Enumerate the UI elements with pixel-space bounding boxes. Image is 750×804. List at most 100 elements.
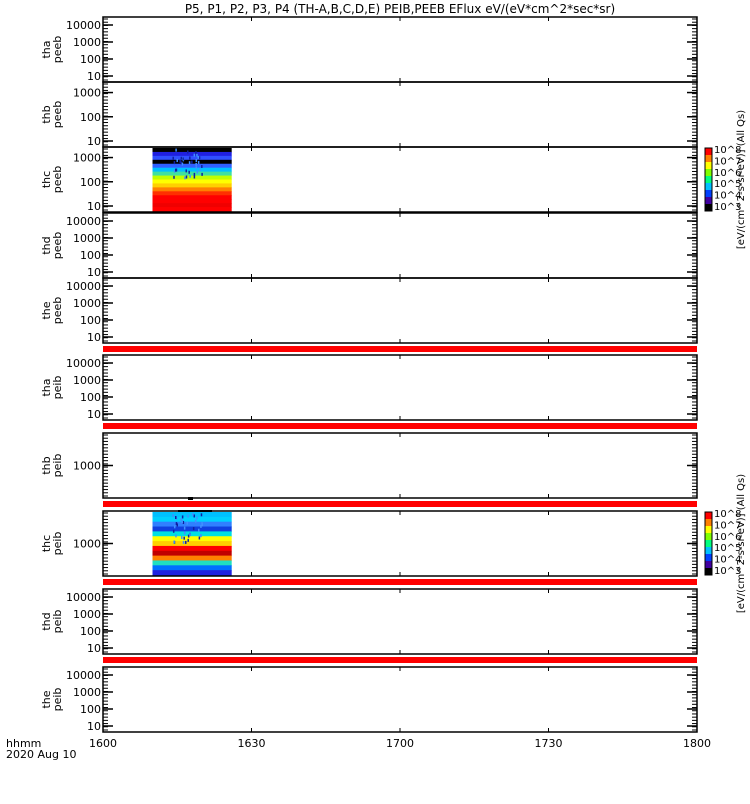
overview-plot: P5, P1, P2, P3, P4 (TH-A,B,C,D,E) PEIB,P… <box>0 0 750 800</box>
y-tick-label: 100 <box>80 391 101 404</box>
spectrogram-noise <box>194 514 196 517</box>
x-axis-label-date: 2020 Aug 10 <box>6 748 76 761</box>
colorbar-segment <box>705 148 712 156</box>
colorbar-segment <box>705 533 712 541</box>
x-tick-label: 1700 <box>386 737 414 750</box>
y-tick-label: 1000 <box>73 297 101 310</box>
spectrogram-band <box>153 541 232 546</box>
colorbar-segment <box>705 190 712 198</box>
spectrogram-noise <box>183 541 185 544</box>
colorbar-segment <box>705 512 712 520</box>
x-tick-label: 1630 <box>238 737 266 750</box>
colorbar-segment <box>705 162 712 170</box>
panel-frame <box>103 17 697 82</box>
colorbar-segment <box>705 554 712 562</box>
spectrogram-noise <box>189 533 191 536</box>
spectrogram-band <box>153 148 232 152</box>
colorbar-segment <box>705 547 712 555</box>
spectrogram-noise <box>189 175 191 178</box>
colorbar-segment <box>705 561 712 569</box>
spectrogram-band <box>153 522 232 527</box>
panel-frame <box>103 667 697 732</box>
spectrogram-noise <box>175 534 177 537</box>
spectrogram-noise <box>189 156 191 159</box>
y-tick-label: 100 <box>80 314 101 327</box>
spectrogram-noise <box>187 522 189 525</box>
y-tick-label: 10000 <box>66 357 101 370</box>
y-tick-label: 10 <box>87 200 101 213</box>
spectrogram-band <box>153 527 232 532</box>
spectrogram-band <box>153 176 232 180</box>
y-tick-label: 10000 <box>66 280 101 293</box>
panel-frame <box>103 433 697 498</box>
spectrogram-noise <box>176 159 178 162</box>
colorbar-segment <box>705 183 712 191</box>
colorbar: 10^310^410^510^610^710^8[eV/(cm^2-s-sr-e… <box>705 110 747 249</box>
y-tick-label: 100 <box>80 176 101 189</box>
panel-type-label: peeb <box>51 232 64 260</box>
y-tick-label: 1000 <box>73 374 101 387</box>
y-tick-label: 100 <box>80 53 101 66</box>
colorbar-segment <box>705 169 712 177</box>
y-tick-label: 10 <box>87 642 101 655</box>
panel-type-label: peeb <box>51 36 64 64</box>
spectrogram-noise <box>172 514 174 517</box>
spectrogram-band <box>153 187 232 191</box>
y-tick-label: 1000 <box>73 232 101 245</box>
spectrogram-band <box>153 536 232 541</box>
spectrogram-noise <box>199 168 201 171</box>
spectrogram-noise <box>196 159 198 162</box>
spectrogram-noise <box>201 173 203 176</box>
spectrogram-noise <box>184 532 186 535</box>
spectrogram-noise <box>194 154 196 157</box>
panel-thd-peib: 10100100010000thdpeib <box>40 589 697 663</box>
spectrogram-noise <box>197 170 199 173</box>
spectrogram-band <box>153 203 232 207</box>
spectrogram-noise <box>172 157 174 160</box>
y-tick-label: 10 <box>87 135 101 148</box>
panel-type-label: peib <box>51 532 64 556</box>
spectrogram-noise <box>182 163 184 166</box>
spectrogram-noise <box>187 515 189 518</box>
panel-label: thapeib <box>40 376 64 400</box>
spectrogram-noise <box>173 176 175 179</box>
panel-the-peeb: 10100100010000thepeeb <box>40 278 697 352</box>
spectrogram-noise <box>185 541 187 544</box>
red-flag-bar <box>103 423 697 429</box>
colorbar: 10^310^410^510^610^710^8[eV/(cm^2-s-sr-e… <box>705 474 747 613</box>
colorbar-segment <box>705 176 712 184</box>
colorbar-segment <box>705 526 712 534</box>
y-tick-label: 10 <box>87 266 101 279</box>
panel-thc-peeb: 10 100 1000 thcpeeb 10^310^410^510^610^710^8… <box>40 110 747 249</box>
panel-label: thcpeeb <box>40 166 64 194</box>
panel-type-label: peib <box>51 454 64 478</box>
spectrogram-noise <box>188 535 190 538</box>
spectrogram-noise <box>195 520 197 523</box>
spectrogram-band <box>153 152 232 156</box>
spectrogram-noise <box>182 157 184 160</box>
spectrogram-noise <box>194 175 196 178</box>
spectrogram-band <box>153 565 232 570</box>
panel-thd-peeb: 10100100010000thdpeeb <box>40 213 697 279</box>
panel-label: thapeeb <box>40 36 64 64</box>
spectrogram-noise <box>173 530 175 533</box>
panel-frame <box>103 589 697 654</box>
spectrogram-noise <box>196 516 198 519</box>
red-flag-bar <box>103 346 697 352</box>
spectrogram-band <box>153 570 232 575</box>
spectrogram-noise <box>200 525 202 528</box>
panel-type-label: peeb <box>51 101 64 129</box>
spectrogram-band <box>153 556 232 561</box>
panel-type-label: peib <box>51 610 64 634</box>
spectrogram-noise <box>174 525 176 528</box>
panel-frame <box>103 278 697 343</box>
spectrogram-band <box>153 180 232 184</box>
plot-title: P5, P1, P2, P3, P4 (TH-A,B,C,D,E) PEIB,P… <box>185 2 615 16</box>
colorbar-segment <box>705 155 712 163</box>
x-tick-label: 1800 <box>683 737 711 750</box>
spectrogram-noise <box>184 176 186 179</box>
panel-tha-peeb: 10100100010000thapeeb <box>40 17 697 83</box>
panel-frame <box>103 82 697 147</box>
spectrogram-band <box>153 512 232 517</box>
red-flag-bar <box>103 501 697 507</box>
